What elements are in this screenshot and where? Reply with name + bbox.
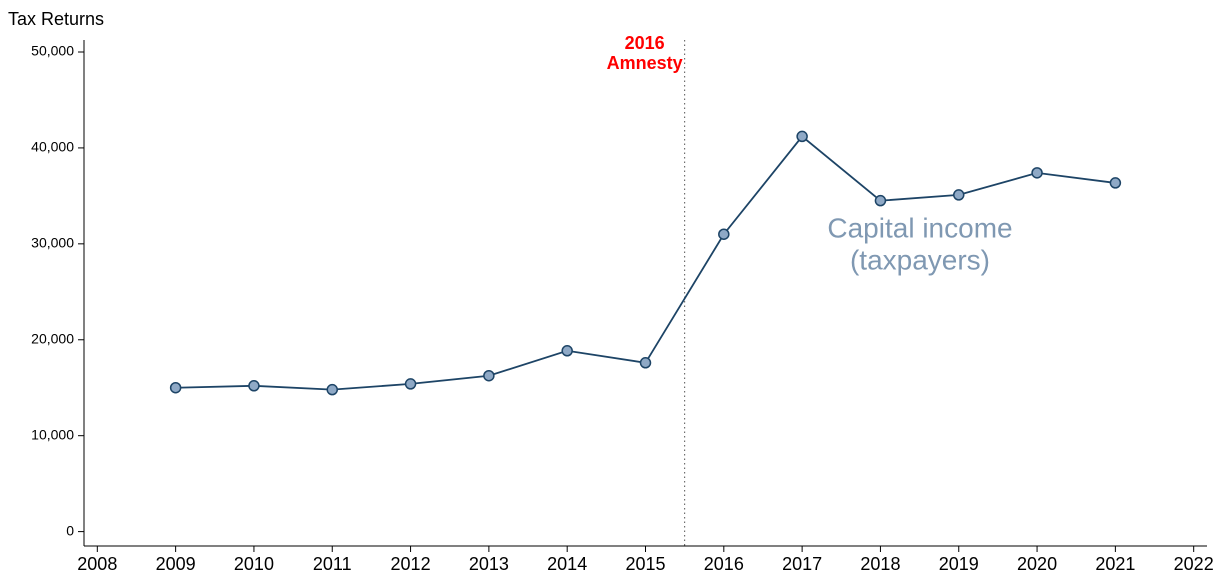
- data-point: [248, 380, 260, 392]
- x-tick-label: 2019: [939, 554, 979, 574]
- x-tick-label: 2009: [156, 554, 196, 574]
- y-tick-label: 10,000: [31, 426, 74, 442]
- data-point: [1109, 177, 1122, 189]
- x-tick-label: 2011: [313, 554, 352, 574]
- x-tick-label: 2020: [1017, 554, 1057, 574]
- x-tick-label: 2022: [1174, 554, 1214, 574]
- x-tick-label: 2008: [77, 554, 117, 574]
- x-tick-label: 2018: [860, 554, 900, 574]
- y-tick-label: 50,000: [31, 43, 74, 59]
- y-tick-label: 40,000: [31, 139, 74, 155]
- annotation-text: 2016: [625, 33, 665, 53]
- y-tick-label: 20,000: [31, 330, 74, 346]
- series-label: (taxpayers): [850, 244, 990, 275]
- x-tick-label: 2015: [625, 554, 665, 574]
- x-tick-label: 2021: [1095, 554, 1135, 574]
- data-point: [796, 130, 808, 143]
- y-axis-title: Tax Returns: [8, 9, 104, 29]
- x-tick-label: 2010: [234, 554, 274, 574]
- x-tick-label: 2016: [704, 554, 744, 574]
- annotation-text: Amnesty: [607, 53, 683, 73]
- series-label: Capital income: [827, 212, 1012, 243]
- data-point: [718, 228, 730, 240]
- x-tick-label: 2017: [782, 554, 822, 574]
- data-point: [169, 381, 182, 394]
- x-tick-label: 2014: [547, 554, 587, 574]
- data-point: [639, 357, 652, 369]
- data-point: [1031, 167, 1043, 179]
- y-tick-label: 0: [66, 522, 74, 538]
- y-tick-label: 30,000: [31, 235, 74, 251]
- data-point: [326, 383, 339, 396]
- data-point: [874, 194, 887, 207]
- data-point: [561, 345, 573, 357]
- data-point: [404, 378, 417, 390]
- x-tick-label: 2012: [391, 554, 431, 574]
- data-point: [952, 189, 965, 201]
- data-point: [483, 369, 495, 382]
- x-tick-label: 2013: [469, 554, 509, 574]
